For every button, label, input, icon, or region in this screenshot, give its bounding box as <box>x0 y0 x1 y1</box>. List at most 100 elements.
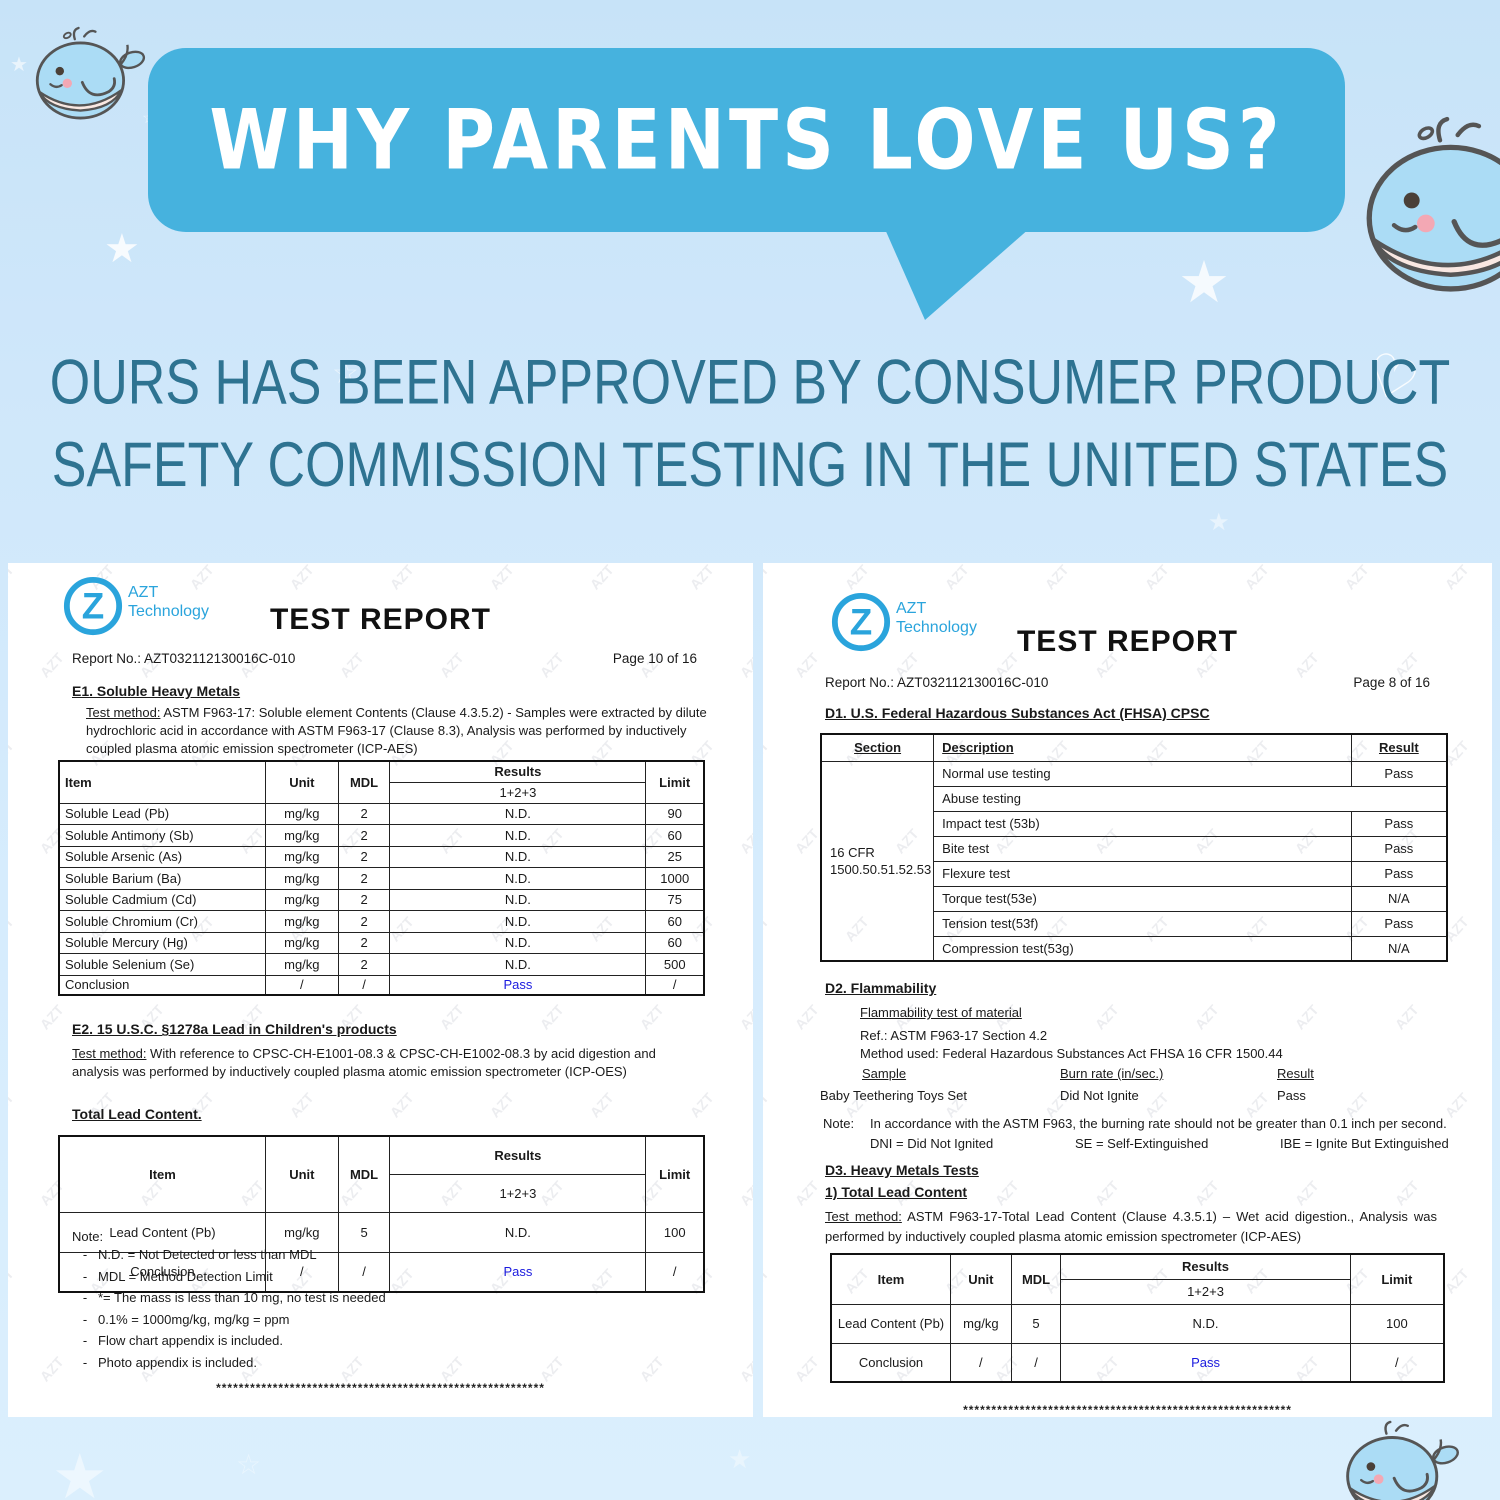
azt-watermark: AZT <box>1341 563 1372 593</box>
note-item: - Photo appendix is included. <box>82 1354 258 1370</box>
azt-watermark: AZT <box>763 1090 772 1121</box>
azt-watermark: AZT <box>1192 1178 1222 1209</box>
note-item: - *= The mass is less than 10 mg, no test… <box>82 1290 386 1305</box>
azt-watermark: AZT <box>8 737 17 769</box>
azt-watermark: AZT <box>686 563 717 593</box>
table-cell: 2 <box>337 910 391 933</box>
page-title: WHY PARENTS LOVE US? <box>209 91 1284 189</box>
section-d1-heading: D1. U.S. Federal Hazardous Substances Ac… <box>825 705 1210 721</box>
azt-watermark: AZT <box>586 563 617 593</box>
azt-watermark: AZT <box>436 1353 467 1385</box>
soluble-heavy-metals-table: Item Unit MDL Results Limit 1+2+3 Solubl… <box>58 760 705 996</box>
d3-lead-content-table: Item Unit MDL Results Limit 1+2+3 Lead C… <box>830 1253 1445 1383</box>
azt-watermark: AZT <box>486 563 517 593</box>
table-cell: Soluble Barium (Ba) <box>58 867 266 890</box>
azt-watermark: AZT <box>1092 1178 1122 1209</box>
table-cell: mg/kg <box>264 845 339 868</box>
azt-watermark: AZT <box>536 1353 567 1385</box>
table-cell: 90 <box>645 802 705 825</box>
azt-watermark: AZT <box>763 914 772 945</box>
azt-watermark: AZT <box>386 1089 417 1121</box>
table-cell: Soluble Chromium (Cr) <box>58 910 266 933</box>
star-decoration: ★ <box>1208 509 1230 536</box>
asterisk-separator: ****************************************… <box>216 1381 545 1395</box>
header-speech-bubble: WHY PARENTS LOVE US? <box>148 48 1345 232</box>
azt-watermark: AZT <box>792 1354 822 1385</box>
table-cell: 25 <box>645 845 705 868</box>
table-cell: N.D. <box>389 1211 647 1253</box>
table-cell: Soluble Antimony (Sb) <box>58 824 266 847</box>
table-cell: Soluble Selenium (Se) <box>58 953 266 976</box>
table-cell: mg/kg <box>264 802 339 825</box>
azt-watermark: AZT <box>1441 563 1472 593</box>
table-cell: mg/kg <box>264 910 339 933</box>
azt-watermark: AZT <box>1442 1266 1472 1297</box>
total-lead-content-heading: Total Lead Content. <box>72 1106 202 1122</box>
star-decoration: ☆ <box>236 1449 262 1480</box>
azt-watermark: AZT <box>736 1001 753 1033</box>
test-report-page-10: AZT AZT AZT AZT AZT AZT AZT AZT AZT AZT AZT AZT AZT A… <box>8 563 753 1417</box>
section-e2-heading: E2. 15 U.S.C. §1278a Lead in Children's … <box>72 1021 397 1037</box>
azt-technology-logo: Z AZT Technology <box>830 591 977 653</box>
azt-watermark: AZT <box>736 825 753 857</box>
total-lead-content-table: Item Unit MDL Results Limit 1+2+3 Lead C… <box>58 1135 705 1293</box>
table-cell: mg/kg <box>264 953 339 976</box>
azt-watermark: AZT <box>1041 563 1072 593</box>
table-cell: 2 <box>337 867 391 890</box>
table-cell: 2 <box>337 953 391 976</box>
section-d3-heading: D3. Heavy Metals Tests <box>825 1162 979 1178</box>
azt-watermark: AZT <box>1241 563 1272 593</box>
whale-mascot-icon <box>35 26 146 120</box>
table-cell: mg/kg <box>950 1303 1012 1344</box>
logo-line-2: Technology <box>896 619 977 636</box>
azt-watermark: AZT <box>8 913 17 945</box>
table-cell: N.D. <box>389 867 647 890</box>
subtitle: OURS HAS BEEN APPROVED BY CONSUMER PRODU… <box>0 341 1500 507</box>
table-cell: 1000 <box>645 867 705 890</box>
table-cell: mg/kg <box>264 888 339 911</box>
table-cell: 2 <box>337 845 391 868</box>
azt-watermark: AZT <box>1292 1178 1322 1209</box>
table-cell: 75 <box>645 888 705 911</box>
asterisk-separator: ****************************************… <box>963 1403 1292 1417</box>
table-cell: Soluble Lead (Pb) <box>58 802 266 825</box>
report-number: Report No.: AZT032112130016C-010 <box>72 651 296 666</box>
azt-watermark: AZT <box>8 563 17 593</box>
table-cell: N.D. <box>389 953 647 976</box>
table-cell: 5 <box>1010 1303 1062 1344</box>
note-item: - Flow chart appendix is included. <box>82 1333 283 1348</box>
azt-watermark: AZT <box>36 1353 67 1385</box>
azt-watermark: AZT <box>736 1177 753 1209</box>
report-number: Report No.: AZT032112130016C-010 <box>825 675 1049 690</box>
star-decoration: ★ <box>52 1443 108 1500</box>
doc-title: TEST REPORT <box>269 603 491 636</box>
table-cell: 2 <box>337 931 391 954</box>
subtitle-line-2: SAFETY COMMISSION TESTING IN THE UNITED … <box>51 430 1449 501</box>
note-item: - N.D. = Not Detected or less than MDL <box>82 1247 317 1262</box>
table-cell: 2 <box>337 802 391 825</box>
table-cell: 100 <box>1349 1303 1445 1344</box>
azt-watermark: AZT <box>1192 1002 1222 1033</box>
whale-mascot-icon <box>1346 1420 1459 1500</box>
azt-watermark: AZT <box>1392 1178 1422 1209</box>
section-d2-heading: D2. Flammability <box>825 980 937 996</box>
svg-text:Z: Z <box>82 586 104 627</box>
table-cell: mg/kg <box>264 931 339 954</box>
whale-mascot-icon <box>1366 116 1500 292</box>
azt-watermark: AZT <box>792 1002 822 1033</box>
azt-logo-icon: Z <box>63 576 123 636</box>
fhsa-cpsc-table: Section Description Result 16 CFR 1500.5… <box>820 733 1448 962</box>
azt-watermark: AZT <box>763 1266 772 1297</box>
flammability-method: Method used: Federal Hazardous Substance… <box>860 1046 1283 1061</box>
subtitle-line-1: OURS HAS BEEN APPROVED BY CONSUMER PRODU… <box>49 347 1451 418</box>
table-cell: 2 <box>337 824 391 847</box>
table-cell: 500 <box>645 953 705 976</box>
table-cell: N.D. <box>389 845 647 868</box>
e1-test-method: Test method: ASTM F963-17: Soluble eleme… <box>86 705 707 756</box>
section-cell: 16 CFR 1500.50.51.52.53 <box>820 760 935 962</box>
azt-watermark: AZT <box>941 563 972 593</box>
azt-watermark: AZT <box>1141 563 1172 593</box>
azt-watermark: AZT <box>841 563 872 593</box>
azt-watermark: AZT <box>1292 1002 1322 1033</box>
e2-test-method: Test method: With reference to CPSC-CH-E… <box>72 1046 656 1079</box>
